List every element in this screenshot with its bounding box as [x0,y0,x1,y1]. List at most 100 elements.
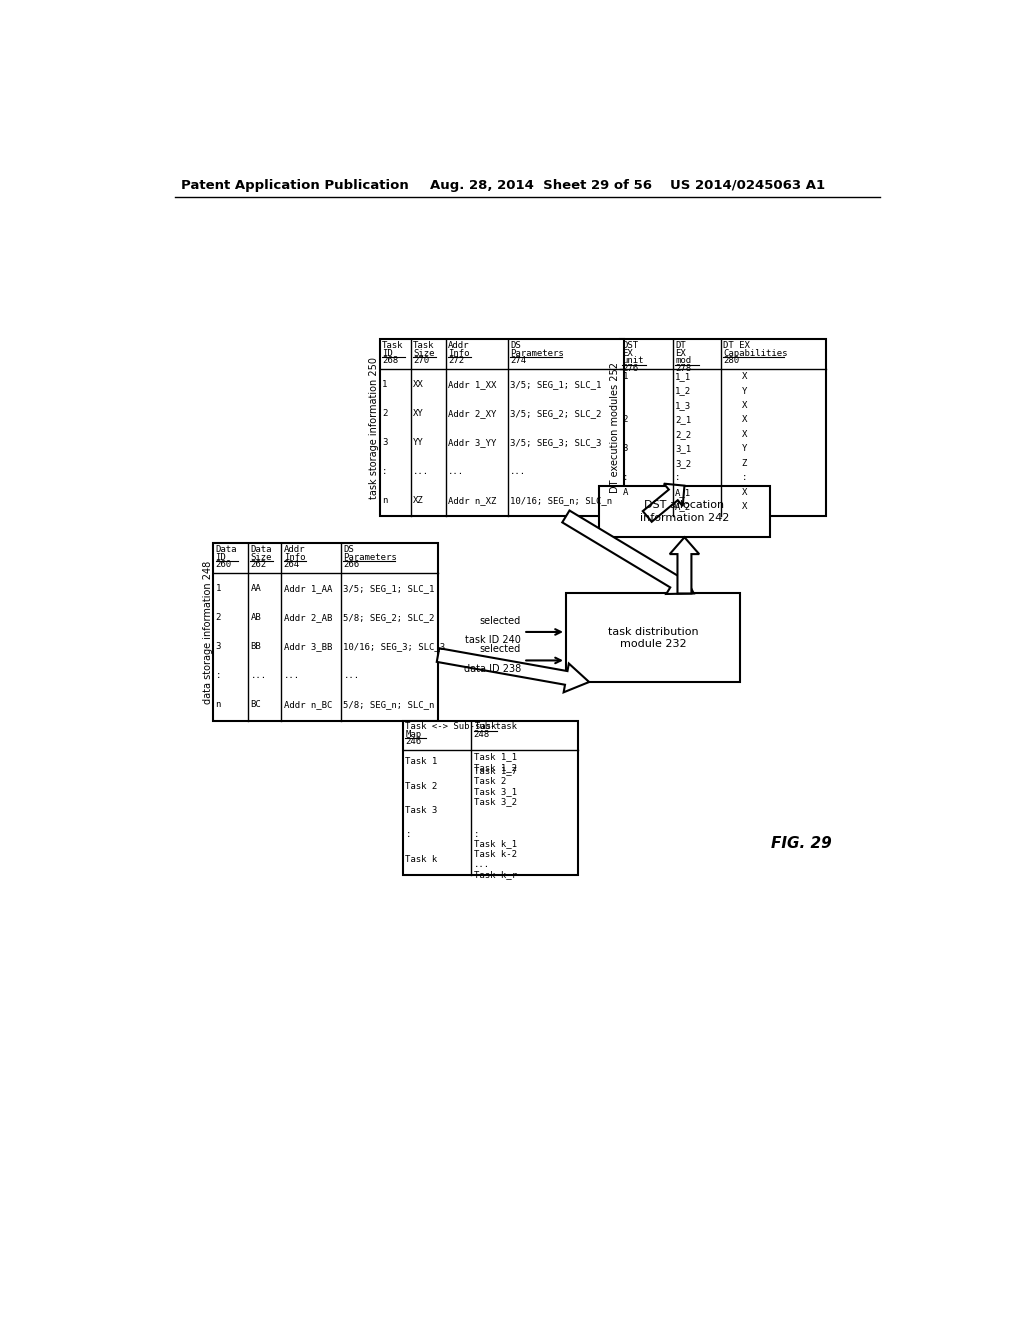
Text: Capabilities: Capabilities [723,348,787,358]
Text: Addr 2_XY: Addr 2_XY [449,409,497,418]
Text: Task 2: Task 2 [406,781,437,791]
Text: 276: 276 [623,364,639,374]
Text: Size: Size [251,553,272,561]
Text: 3: 3 [216,642,221,651]
Text: X: X [741,430,746,440]
Text: DT EX: DT EX [723,341,750,350]
Text: X: X [741,488,746,496]
Text: Task: Task [414,341,435,350]
Text: XZ: XZ [414,496,424,504]
Text: Y: Y [741,445,746,454]
Text: 2: 2 [623,416,628,425]
Bar [213,544,438,721]
Text: 260: 260 [216,561,231,569]
Text: 272: 272 [449,356,464,366]
Text: 3/5; SEG_2; SLC_2: 3/5; SEG_2; SLC_2 [510,409,601,418]
Text: Parameters: Parameters [510,348,564,358]
Text: :: : [216,671,221,680]
Text: :: : [675,474,681,482]
Text: 1: 1 [382,380,387,389]
Text: YY: YY [414,438,424,447]
Text: Z: Z [741,459,746,467]
Text: 270: 270 [414,356,429,366]
Text: DS: DS [510,341,521,350]
Text: DT: DT [675,341,686,350]
Text: 264: 264 [284,561,300,569]
Text: unit: unit [623,356,644,366]
Text: :: : [474,830,479,840]
Text: Data: Data [251,545,272,554]
Text: Task k: Task k [406,855,437,863]
Text: :: : [382,467,387,477]
Text: A_2: A_2 [675,503,691,511]
Text: 1: 1 [216,583,221,593]
Text: BB: BB [251,642,261,651]
Polygon shape [643,483,684,521]
Text: Patent Application Publication: Patent Application Publication [180,178,409,191]
Text: module 232: module 232 [620,639,686,649]
Text: task distribution: task distribution [608,627,698,636]
Text: US 2014/0245063 A1: US 2014/0245063 A1 [671,178,825,191]
Text: Task <-> Sub-Task: Task <-> Sub-Task [406,722,497,731]
Text: 1_3: 1_3 [675,401,691,411]
Text: EX: EX [623,348,633,358]
Bar [380,339,624,516]
Text: ...: ... [449,467,464,477]
Polygon shape [562,511,693,594]
Text: Addr 1_XX: Addr 1_XX [449,380,497,389]
Text: selected: selected [479,644,521,655]
Text: ...: ... [343,671,359,680]
Text: information 242: information 242 [640,513,729,523]
Text: mod: mod [675,356,691,366]
Text: task ID 240: task ID 240 [465,635,521,645]
Text: 266: 266 [343,561,359,569]
Text: EX: EX [675,348,686,358]
Text: AA: AA [251,583,261,593]
Polygon shape [670,537,699,594]
Text: Task 1: Task 1 [406,758,437,767]
Text: n: n [382,496,387,504]
Text: ...: ... [414,467,429,477]
Text: 10/16; SEG_n; SLC_n: 10/16; SEG_n; SLC_n [510,496,612,504]
Text: DST allocation: DST allocation [644,499,725,510]
Text: X: X [741,416,746,425]
Text: DS: DS [343,545,354,554]
Text: Task 3: Task 3 [406,807,437,814]
Text: ...: ... [284,671,300,680]
Text: ...: ... [251,671,266,680]
Text: :: : [406,830,411,840]
Text: 262: 262 [251,561,266,569]
Text: XX: XX [414,380,424,389]
Text: 5/8; SEG_2; SLC_2: 5/8; SEG_2; SLC_2 [343,612,435,622]
Text: Size: Size [414,348,435,358]
Text: data ID 238: data ID 238 [464,664,521,673]
Text: X: X [741,503,746,511]
Text: :: : [741,474,746,482]
Text: 268: 268 [382,356,398,366]
Text: selected: selected [479,616,521,626]
Text: 2_2: 2_2 [675,430,691,440]
Text: Map: Map [406,730,422,739]
Text: AB: AB [251,612,261,622]
Text: Y: Y [741,387,746,396]
Text: sub-task: sub-task [474,722,517,731]
Text: 3: 3 [623,445,628,454]
Text: 2: 2 [382,409,387,418]
Bar [599,486,770,537]
Text: 3/5; SEG_1; SLC_1: 3/5; SEG_1; SLC_1 [510,380,601,389]
Text: 1: 1 [623,372,628,381]
Text: Addr 3_YY: Addr 3_YY [449,438,497,447]
Text: Addr: Addr [284,545,305,554]
Text: n: n [216,700,221,709]
Text: 1_1: 1_1 [675,372,691,381]
Text: ID: ID [216,553,226,561]
Text: 3/5; SEG_3; SLC_3: 3/5; SEG_3; SLC_3 [510,438,601,447]
Text: X: X [741,401,746,411]
Text: 3_2: 3_2 [675,459,691,467]
Text: X: X [741,372,746,381]
Text: 5/8; SEG_n; SLC_n: 5/8; SEG_n; SLC_n [343,700,435,709]
Text: Task 1_1
Task 1_2: Task 1_1 Task 1_2 [474,752,517,772]
Text: A: A [623,488,628,496]
Text: 246: 246 [406,738,422,746]
Text: ID: ID [382,348,393,358]
